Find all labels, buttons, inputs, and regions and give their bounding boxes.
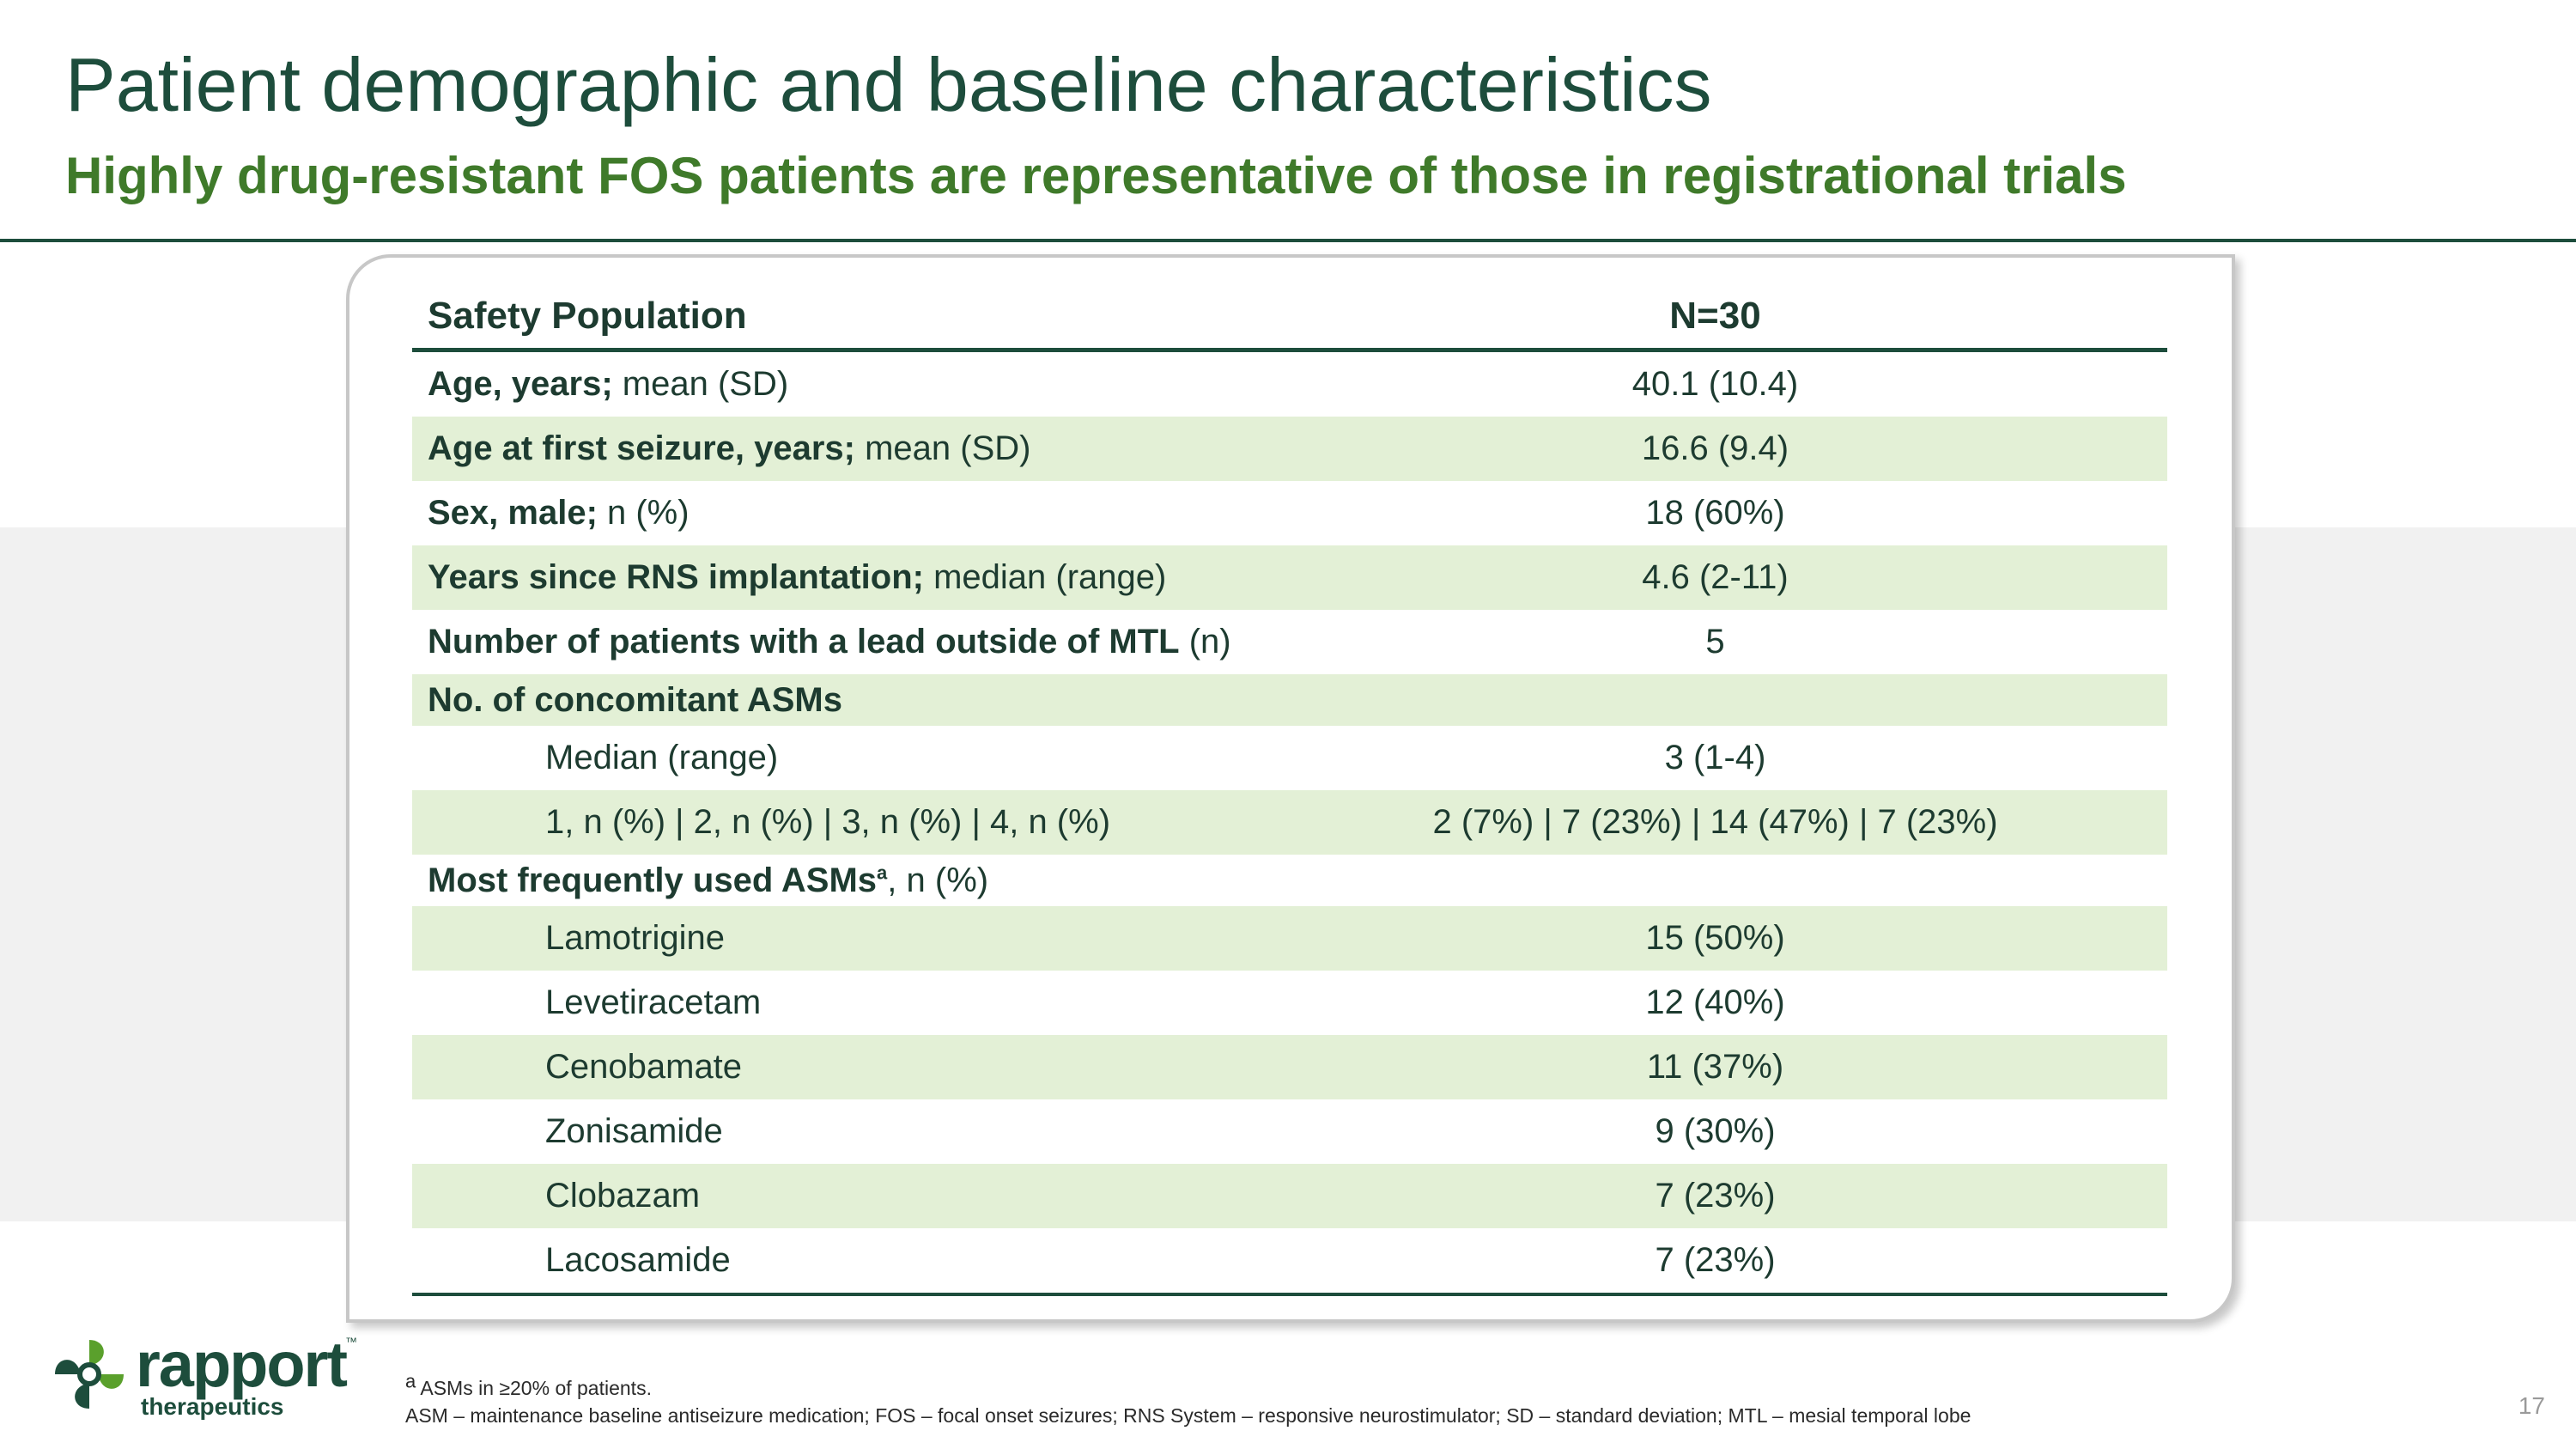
column-header-population: Safety Population [428, 294, 747, 337]
row-value: 9 (30%) [1655, 1112, 1776, 1150]
row-label: Cenobamate [545, 1048, 743, 1086]
row-label: Lacosamide [545, 1241, 731, 1279]
row-label: Clobazam [545, 1177, 701, 1215]
row-label: Levetiracetam [545, 983, 762, 1021]
row-label-suffix: mean (SD) [855, 429, 1031, 467]
column-header-n: N=30 [1669, 294, 1761, 337]
footnote-a: a ASMs in ≥20% of patients. [405, 1372, 1971, 1402]
row-value: 7 (23%) [1655, 1177, 1776, 1215]
row-value: 18 (60%) [1645, 494, 1785, 532]
footnote-a-marker: a [405, 1370, 416, 1392]
table-row: 1, n (%) | 2, n (%) | 3, n (%) | 4, n (%… [412, 790, 2167, 855]
row-value: 4.6 (2-11) [1642, 558, 1789, 596]
row-label: Sex, male; n (%) [428, 494, 690, 533]
table-row: Age at first seizure, years; mean (SD) 1… [412, 417, 2167, 481]
row-label: Years since RNS implantation; median (ra… [428, 558, 1166, 597]
footnote-a-text: ASMs in ≥20% of patients. [416, 1377, 652, 1399]
row-label: Age, years; mean (SD) [428, 365, 788, 404]
row-label: 1, n (%) | 2, n (%) | 3, n (%) | 4, n (%… [545, 803, 1111, 841]
section-label: Most frequently used ASMsa, n (%) [428, 861, 988, 900]
row-label-bold: Number of patients with a lead outside o… [428, 623, 1180, 661]
row-label-bold: Years since RNS implantation; [428, 558, 924, 596]
row-label-suffix: mean (SD) [612, 365, 789, 403]
rapport-logo: rapport ™ therapeutics [48, 1329, 366, 1428]
row-label-bold: Most frequently used ASMs [428, 861, 878, 899]
footnote-marker: a [877, 861, 888, 884]
table-row: Sex, male; n (%) 18 (60%) [412, 481, 2167, 545]
table-row: Clobazam 7 (23%) [412, 1164, 2167, 1228]
table-header-row: Safety Population N=30 [412, 283, 2167, 352]
row-label-suffix: (n) [1179, 623, 1231, 661]
footnote-abbreviations: ASM – maintenance baseline antiseizure m… [405, 1404, 1971, 1427]
row-value: 16.6 (9.4) [1641, 429, 1789, 467]
row-label: Lamotrigine [545, 919, 726, 957]
title-divider [0, 239, 2576, 242]
row-value: 40.1 (10.4) [1631, 365, 1799, 403]
table-row: Median (range) 3 (1-4) [412, 726, 2167, 790]
row-label: Median (range) [545, 739, 779, 776]
rapport-flower-icon [55, 1340, 124, 1409]
table-row: Levetiracetam 12 (40%) [412, 971, 2167, 1035]
row-label: Zonisamide [545, 1112, 723, 1150]
row-value: 5 [1705, 623, 1725, 661]
row-value: 3 (1-4) [1664, 739, 1766, 776]
row-value: 7 (23%) [1655, 1241, 1776, 1279]
table-section-row: No. of concomitant ASMs [412, 674, 2167, 726]
row-value: 2 (7%) | 7 (23%) | 14 (47%) | 7 (23%) [1432, 803, 1998, 841]
table-row: Lacosamide 7 (23%) [412, 1228, 2167, 1296]
section-label: No. of concomitant ASMs [428, 681, 842, 720]
table-row: Years since RNS implantation; median (ra… [412, 545, 2167, 610]
row-value: 15 (50%) [1645, 919, 1785, 957]
table-row: Zonisamide 9 (30%) [412, 1099, 2167, 1164]
footnotes: a ASMs in ≥20% of patients. ASM – mainte… [405, 1372, 1971, 1429]
row-value: 12 (40%) [1645, 983, 1785, 1021]
row-label-bold: Age at first seizure, years; [428, 429, 855, 467]
row-label-suffix: median (range) [923, 558, 1167, 596]
logo-subtitle: therapeutics [141, 1393, 284, 1420]
row-label-suffix: n (%) [597, 494, 690, 532]
slide-title: Patient demographic and baseline charact… [65, 42, 1712, 127]
row-label: Age at first seizure, years; mean (SD) [428, 429, 1031, 468]
logo-wordmark: rapport [136, 1329, 348, 1400]
demographics-table: Safety Population N=30 Age, years; mean … [412, 283, 2167, 1296]
slide-subtitle: Highly drug-resistant FOS patients are r… [65, 147, 2127, 204]
row-label-bold: Sex, male; [428, 494, 598, 532]
row-value: 11 (37%) [1646, 1048, 1784, 1086]
row-label-bold: No. of concomitant ASMs [428, 680, 842, 719]
table-row: Number of patients with a lead outside o… [412, 610, 2167, 674]
logo-trademark: ™ [345, 1335, 357, 1349]
page-number: 17 [2518, 1392, 2545, 1419]
table-row: Cenobamate 11 (37%) [412, 1035, 2167, 1099]
row-label-bold: Age, years; [428, 365, 613, 403]
table-row: Age, years; mean (SD) 40.1 (10.4) [412, 352, 2167, 417]
row-label: Number of patients with a lead outside o… [428, 623, 1231, 661]
row-label-suffix: , n (%) [887, 861, 989, 899]
table-row: Lamotrigine 15 (50%) [412, 906, 2167, 971]
table-section-row: Most frequently used ASMsa, n (%) [412, 855, 2167, 906]
